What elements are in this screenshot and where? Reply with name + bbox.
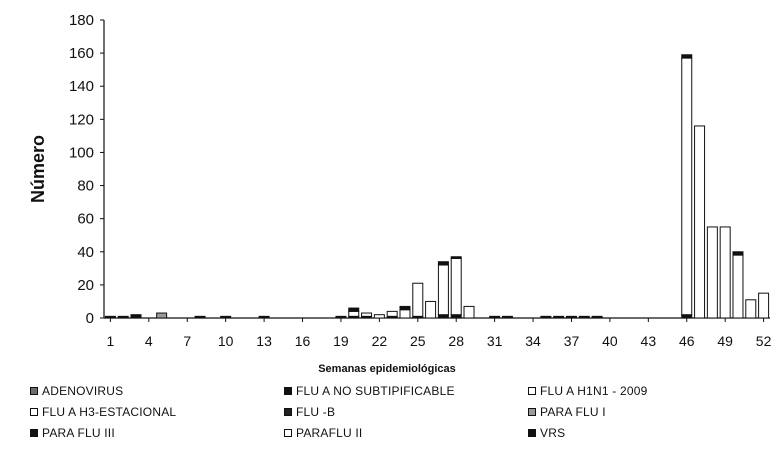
bar-segment — [745, 299, 757, 319]
bar-segment — [156, 312, 168, 319]
x-tick-label: 7 — [183, 333, 191, 349]
bar-segment — [386, 310, 398, 317]
bar-segment — [437, 261, 449, 266]
bar-segment — [220, 315, 232, 319]
bar-segment — [463, 305, 475, 319]
y-tick-label: 40 — [77, 244, 94, 261]
bar-segment — [335, 315, 347, 319]
bar-segment — [681, 54, 693, 59]
y-tick-label: 120 — [69, 111, 94, 128]
x-tick-label: 49 — [717, 333, 733, 349]
bar-segment — [450, 257, 462, 316]
bar-segment — [399, 309, 411, 319]
bar-segment — [348, 310, 360, 317]
x-tick-label: 16 — [295, 333, 311, 349]
y-tick-label: 140 — [69, 78, 94, 95]
x-tick-label: 52 — [756, 333, 772, 349]
bar-segment — [412, 282, 424, 317]
y-tick-label: 100 — [69, 144, 94, 161]
y-tick-label: 80 — [77, 178, 94, 195]
x-tick-label: 1 — [107, 333, 115, 349]
y-tick-label: 160 — [69, 45, 94, 62]
y-tick-label: 20 — [77, 277, 94, 294]
y-tick-label: 0 — [86, 310, 94, 327]
bar-segment — [553, 315, 565, 319]
bar-segment — [501, 315, 513, 319]
y-tick-label: 180 — [69, 12, 94, 29]
x-tick-label: 13 — [256, 333, 272, 349]
bar-segment — [565, 315, 577, 319]
bar-segment — [732, 254, 744, 319]
x-tick-label: 34 — [525, 333, 541, 349]
bar-segment — [706, 226, 718, 319]
bar-segment — [194, 315, 206, 319]
bar-segment — [437, 264, 449, 316]
bar-segment — [450, 256, 462, 259]
bar-segment — [732, 251, 744, 256]
x-tick-label: 43 — [641, 333, 657, 349]
x-tick-label: 37 — [564, 333, 580, 349]
y-axis-title: Número — [28, 135, 48, 203]
bar-segment — [758, 292, 770, 319]
bar-segment — [399, 305, 411, 311]
x-tick-label: 10 — [218, 333, 234, 349]
x-tick-label: 19 — [333, 333, 349, 349]
bar-segment — [681, 57, 693, 316]
bar-segment — [348, 307, 360, 312]
bar-segment — [578, 315, 590, 319]
bar-segment — [117, 315, 129, 319]
bar-segment — [104, 315, 116, 319]
x-tick-label: 25 — [410, 333, 426, 349]
bar-segment — [425, 300, 437, 319]
y-tick-label: 60 — [77, 211, 94, 228]
bar-segment — [540, 315, 552, 319]
bar-segment — [489, 315, 501, 319]
bar-segment — [694, 125, 706, 319]
x-axis-title: Semanas epidemiológicas — [318, 363, 456, 375]
bar-segment — [373, 314, 385, 319]
x-tick-label: 31 — [487, 333, 503, 349]
plot-area: 0 20 40 60 80 100 120 140 160 180 1 4 7 10 13 16 19 22 25 2… — [28, 12, 772, 375]
bar-segment — [591, 315, 603, 319]
bar-segment — [130, 314, 142, 319]
x-tick-label: 22 — [372, 333, 388, 349]
bar-segment — [719, 226, 731, 319]
x-tick-label: 4 — [145, 333, 153, 349]
x-tick-label: 46 — [679, 333, 695, 349]
bar-segment — [361, 312, 373, 317]
x-tick-label: 28 — [448, 333, 464, 349]
x-tick-label: 40 — [602, 333, 618, 349]
bar-segment — [258, 315, 270, 319]
